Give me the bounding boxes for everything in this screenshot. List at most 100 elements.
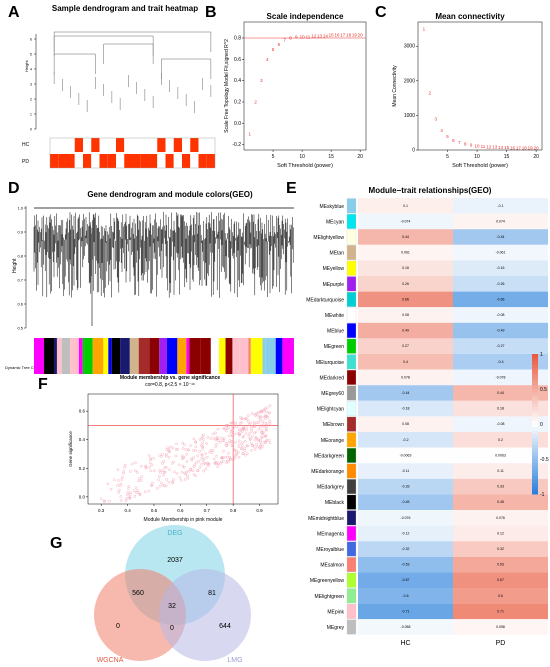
gene-point: [264, 428, 268, 432]
gene-point: [186, 476, 190, 480]
trait-cell-pd: [149, 154, 158, 168]
heatmap-cell: [453, 603, 548, 620]
heatmap-cell: [358, 510, 453, 526]
module-name: MEgreenyellow: [310, 578, 345, 584]
legend-step: [532, 490, 538, 495]
trait-cell-pd: [107, 154, 116, 168]
module-color-swatch: [346, 494, 357, 510]
cell-value: 0.12: [497, 531, 504, 535]
power-point: 18: [346, 32, 352, 37]
power-point: 5: [272, 47, 275, 52]
gene-point: [215, 442, 218, 446]
cell-value: 0.32: [497, 547, 504, 551]
legend-step: [532, 452, 538, 456]
gene-point: [199, 443, 203, 447]
gene-point: [247, 422, 251, 426]
dynamic-tree-cut-label: Dynamic Tree Cut: [5, 365, 38, 370]
gene-point: [248, 438, 252, 441]
power-point: 20: [534, 146, 540, 151]
cell-value: -0.058: [401, 625, 411, 629]
heatmap-cell: [453, 322, 548, 339]
heatmap-cell: [453, 510, 548, 526]
gene-point: [253, 412, 256, 416]
gene-point: [230, 434, 234, 438]
gene-point: [257, 415, 261, 419]
cell-value: 0.076: [496, 516, 505, 520]
gene-point: [174, 454, 178, 458]
power-point: 20: [358, 32, 364, 37]
legend-step: [532, 476, 538, 481]
legend-step: [532, 483, 538, 488]
gene-point: [241, 428, 244, 432]
trait-cell-hc: [107, 138, 116, 152]
gene-point: [163, 470, 167, 474]
module-color-swatch: [346, 572, 357, 588]
trait-cell-hc: [190, 138, 199, 152]
cell-value: -0.67: [402, 578, 410, 582]
heatmap-cell: [453, 556, 548, 573]
module-color-segment: [159, 338, 167, 374]
cell-value: -0.074: [401, 219, 411, 223]
venn-deg-wgcna: 560: [132, 590, 144, 597]
gene-point: [259, 444, 262, 447]
module-name: MEpurple: [323, 282, 345, 288]
power-point: 15: [329, 32, 335, 37]
heatmap-cell: [358, 463, 453, 479]
module-name: MEtan: [330, 251, 345, 257]
cell-value: 0.26: [402, 282, 409, 286]
gene-point: [254, 414, 257, 417]
legend-step: [532, 427, 538, 432]
trait-cell-pd: [165, 154, 174, 168]
gene-point: [159, 471, 162, 474]
gene-point: [250, 429, 253, 433]
legend-tick: -0.5: [540, 457, 549, 463]
gene-point: [231, 421, 235, 424]
gene-point: [253, 438, 257, 442]
module-color-segment: [53, 338, 57, 374]
power-point: 11: [481, 144, 486, 149]
cell-value: 0.2: [498, 438, 503, 442]
gene-point: [221, 439, 225, 442]
cell-value: -0.061: [496, 251, 506, 255]
module-color-segment: [138, 338, 150, 374]
heatmap-cell: [453, 229, 548, 245]
d-ytick-label: 0.8: [17, 254, 23, 259]
module-name: MEyellow: [323, 266, 345, 272]
gene-point: [223, 427, 226, 431]
gene-point: [140, 475, 144, 478]
gene-point: [261, 445, 265, 448]
cell-value: -0.71: [402, 609, 410, 613]
gene-point: [228, 439, 232, 442]
heatmap-cell: [358, 416, 453, 432]
trait-cell-hc: [157, 138, 166, 152]
trait-cell-pd: [190, 154, 199, 168]
power-point: 12: [311, 33, 317, 38]
x-tick-label: 20: [357, 154, 363, 160]
gene-point: [229, 429, 233, 433]
gene-point: [176, 447, 180, 451]
gene-point: [222, 439, 226, 443]
module-color-swatch: [346, 338, 357, 354]
gene-point: [264, 441, 267, 444]
gene-point: [120, 478, 124, 481]
gene-point: [225, 429, 228, 433]
venn-deg-lmg: 81: [208, 590, 216, 597]
gene-point: [144, 464, 147, 468]
legend-step: [532, 445, 538, 449]
gene-point: [119, 499, 123, 502]
y-tick-label: 1000: [404, 113, 415, 119]
gene-point: [198, 438, 202, 441]
gene-point: [209, 448, 213, 452]
gene-point: [106, 482, 110, 486]
cell-value: 0.4: [403, 360, 408, 364]
gene-point: [259, 425, 262, 429]
gene-point: [135, 491, 138, 494]
gene-point: [234, 423, 237, 427]
module-name: MEdarkgreen: [314, 453, 344, 459]
module-color-segment: [186, 338, 190, 374]
gene-point: [189, 468, 193, 471]
trait-cell-pd: [157, 154, 166, 168]
heatmap-cell: [358, 213, 453, 230]
power-point: 13: [492, 145, 498, 150]
module-name: MEblack: [325, 500, 345, 506]
